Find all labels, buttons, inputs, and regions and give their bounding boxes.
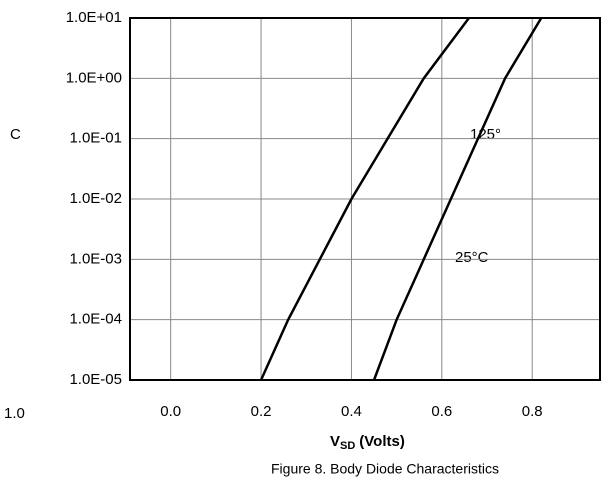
annotation: 125° <box>470 126 501 143</box>
x-axis-label-unit: (Volts) <box>359 433 405 450</box>
caption: Figure 8. Body Diode Characteristics <box>271 461 499 477</box>
y-tick-label: 1.0E-01 <box>69 130 122 147</box>
x-tick-label: 0.8 <box>522 403 543 420</box>
x-tick-label: 0.2 <box>251 403 272 420</box>
y-tick-label: 1.0E-03 <box>69 250 122 267</box>
y-tick-label: 1.0E-02 <box>69 190 122 207</box>
x-tick-label: 0.0 <box>160 403 181 420</box>
x-axis-label-main: V <box>330 433 340 450</box>
x-axis-label-sub: SD <box>340 440 355 452</box>
data-line <box>259 17 470 381</box>
y-tick-label: 1.0E+01 <box>66 9 122 26</box>
data-line <box>372 17 543 381</box>
annotation: C <box>10 126 21 143</box>
x-tick-label: 0.6 <box>431 403 452 420</box>
x-tick-label: 0.4 <box>341 403 362 420</box>
annotation: 1.0 <box>4 405 25 422</box>
y-tick-label: 1.0E+00 <box>66 69 122 86</box>
y-tick-label: 1.0E-05 <box>69 371 122 388</box>
plot-frame <box>129 17 601 381</box>
y-tick-label: 1.0E-04 <box>69 311 122 328</box>
annotation: 25°C <box>455 249 489 266</box>
x-axis-label: VSD (Volts) <box>330 433 405 452</box>
